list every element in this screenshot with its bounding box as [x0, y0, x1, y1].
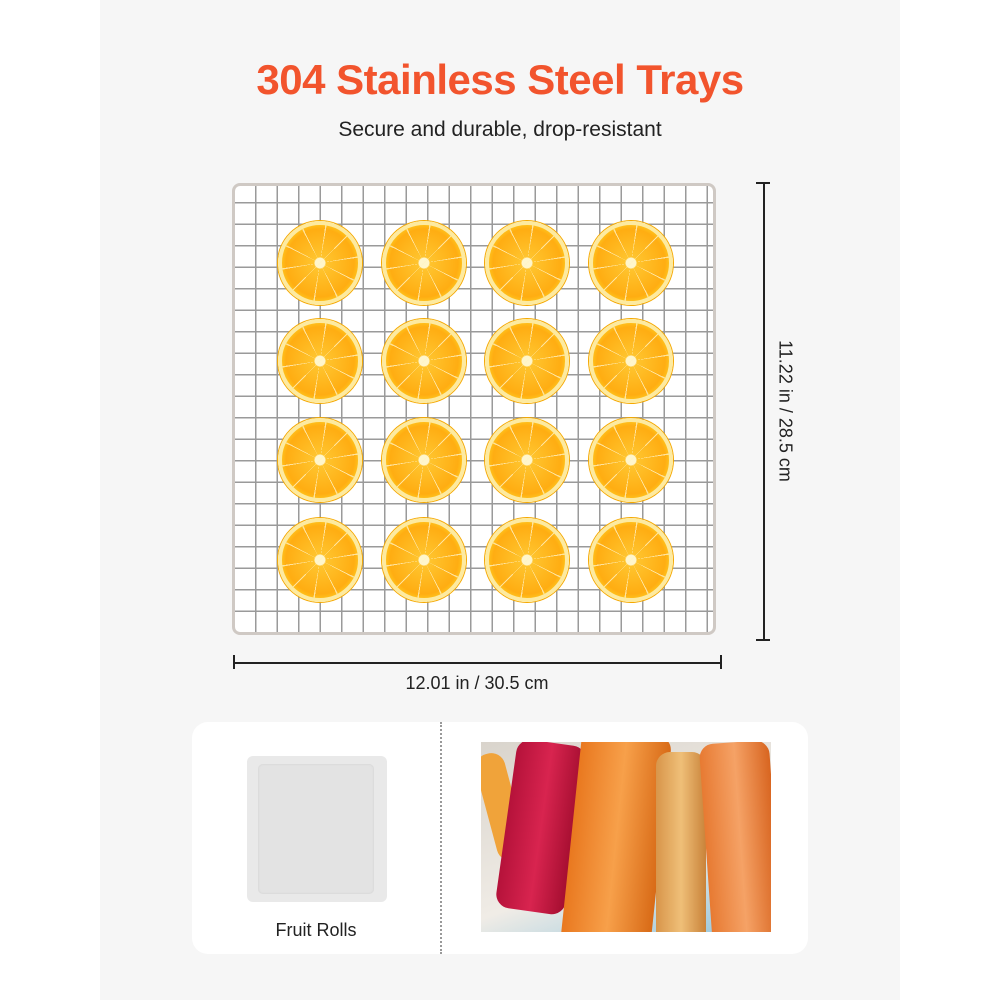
orange-slice-icon — [485, 518, 569, 602]
height-label: 11.22 in / 28.5 cm — [775, 340, 796, 482]
fruit-roll — [698, 742, 771, 932]
orange-slice-icon — [485, 418, 569, 502]
dimension-cap — [233, 655, 235, 669]
dimension-cap — [756, 182, 770, 184]
page-title: 304 Stainless Steel Trays — [256, 56, 744, 103]
orange-slice-icon — [382, 418, 466, 502]
width-dimension-line — [233, 662, 721, 664]
orange-slice-icon — [589, 418, 673, 502]
dimension-cap — [720, 655, 722, 669]
orange-slice-icon — [589, 518, 673, 602]
orange-slice-icon — [382, 319, 466, 403]
orange-slice-icon — [278, 518, 362, 602]
orange-slice-icon — [589, 221, 673, 305]
orange-slice-icon — [382, 518, 466, 602]
fruit-rolls-photo — [481, 742, 771, 932]
width-label: 12.01 in / 30.5 cm — [405, 673, 549, 693]
fruit-roll — [656, 752, 706, 932]
accessory-label: Fruit Rolls — [275, 920, 357, 940]
orange-slice-icon — [278, 418, 362, 502]
orange-slice-icon — [485, 221, 569, 305]
orange-slice-icon — [382, 221, 466, 305]
orange-slice-icon — [278, 319, 362, 403]
fruit-roll-sheet-icon — [247, 756, 387, 902]
orange-slice-icon — [485, 319, 569, 403]
orange-slice-icon — [278, 221, 362, 305]
orange-slice-icon — [589, 319, 673, 403]
dimension-cap — [756, 639, 770, 641]
subtitle: Secure and durable, drop-resistant — [338, 118, 662, 141]
dotted-divider — [440, 722, 442, 954]
height-dimension-line — [763, 183, 765, 640]
